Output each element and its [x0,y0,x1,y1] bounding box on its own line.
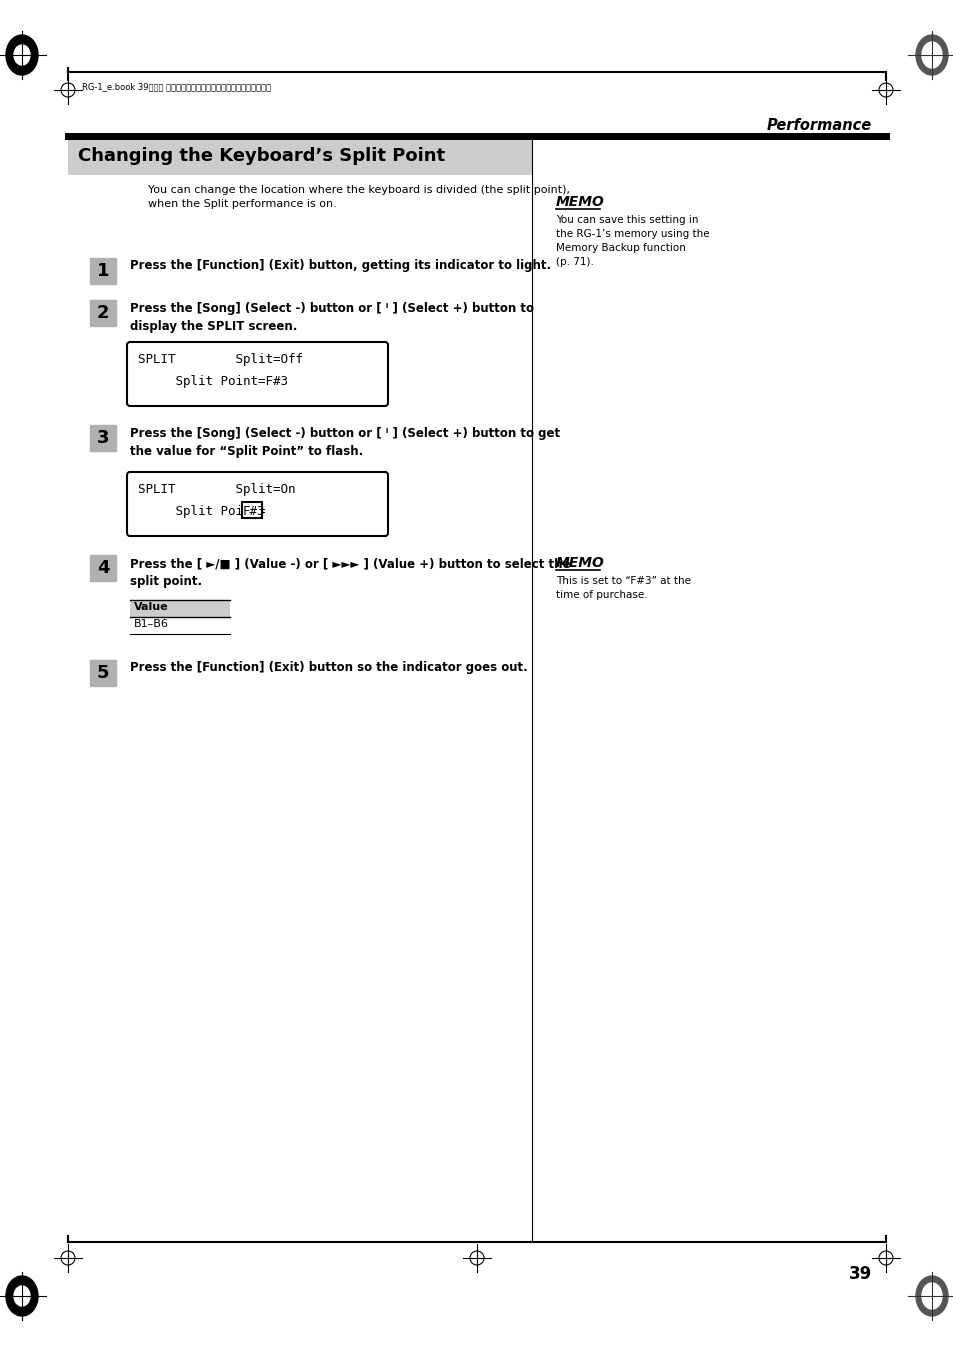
Text: Changing the Keyboard’s Split Point: Changing the Keyboard’s Split Point [78,147,445,165]
Text: 5: 5 [96,663,110,682]
Text: Split Point=: Split Point= [138,505,265,517]
Ellipse shape [921,1283,941,1309]
Text: F#3: F#3 [242,505,265,517]
Text: Press the [ ►/■ ] (Value -) or [ ►►► ] (Value +) button to select the
split poin: Press the [ ►/■ ] (Value -) or [ ►►► ] (… [130,557,570,588]
Polygon shape [90,555,116,581]
Bar [68,136,532,176]
Text: SPLIT        Split=Off: SPLIT Split=Off [138,353,303,366]
Text: Press the [Song] (Select -) button or [ ᑊ ] (Select +) button to get
the value f: Press the [Song] (Select -) button or [ … [130,427,559,458]
Text: Press the [Function] (Exit) button so the indicator goes out.: Press the [Function] (Exit) button so th… [130,662,527,674]
Text: You can change the location where the keyboard is divided (the split point),
whe: You can change the location where the ke… [148,185,569,209]
FancyBboxPatch shape [127,342,388,407]
Text: RG-1_e.book 39ページ ２００８年４月８日　火曜日　午後２時３６分: RG-1_e.book 39ページ ２００８年４月８日 火曜日 午後２時３６分 [82,82,271,91]
Ellipse shape [915,1275,947,1316]
Text: MEMO: MEMO [556,195,604,209]
Text: Split Point=F#3: Split Point=F#3 [138,376,288,388]
Ellipse shape [921,42,941,68]
Bar [241,503,262,517]
Text: Press the [Song] (Select -) button or [ ᑊ ] (Select +) button to
display the SPL: Press the [Song] (Select -) button or [ … [130,303,534,332]
Polygon shape [90,661,116,686]
Ellipse shape [915,35,947,76]
Ellipse shape [6,35,38,76]
Text: MEMO: MEMO [556,557,604,570]
Text: SPLIT        Split=On: SPLIT Split=On [138,484,295,496]
Polygon shape [90,258,116,284]
Text: 4: 4 [96,559,110,577]
Polygon shape [90,300,116,326]
Bar [130,600,230,617]
Ellipse shape [14,45,30,65]
Text: This is set to “F#3” at the
time of purchase.: This is set to “F#3” at the time of purc… [556,576,690,600]
Text: Value: Value [133,603,169,612]
Text: Press the [Function] (Exit) button, getting its indicator to light.: Press the [Function] (Exit) button, gett… [130,259,551,273]
Ellipse shape [14,1286,30,1306]
Text: 3: 3 [96,430,110,447]
Text: You can save this setting in
the RG-1’s memory using the
Memory Backup function
: You can save this setting in the RG-1’s … [556,215,709,267]
Text: Performance: Performance [766,118,871,132]
Text: 1: 1 [96,262,110,280]
Text: B1–B6: B1–B6 [133,619,169,630]
Polygon shape [90,426,116,451]
Text: 2: 2 [96,304,110,322]
Ellipse shape [6,1275,38,1316]
FancyBboxPatch shape [127,471,388,536]
Text: 39: 39 [848,1265,871,1283]
